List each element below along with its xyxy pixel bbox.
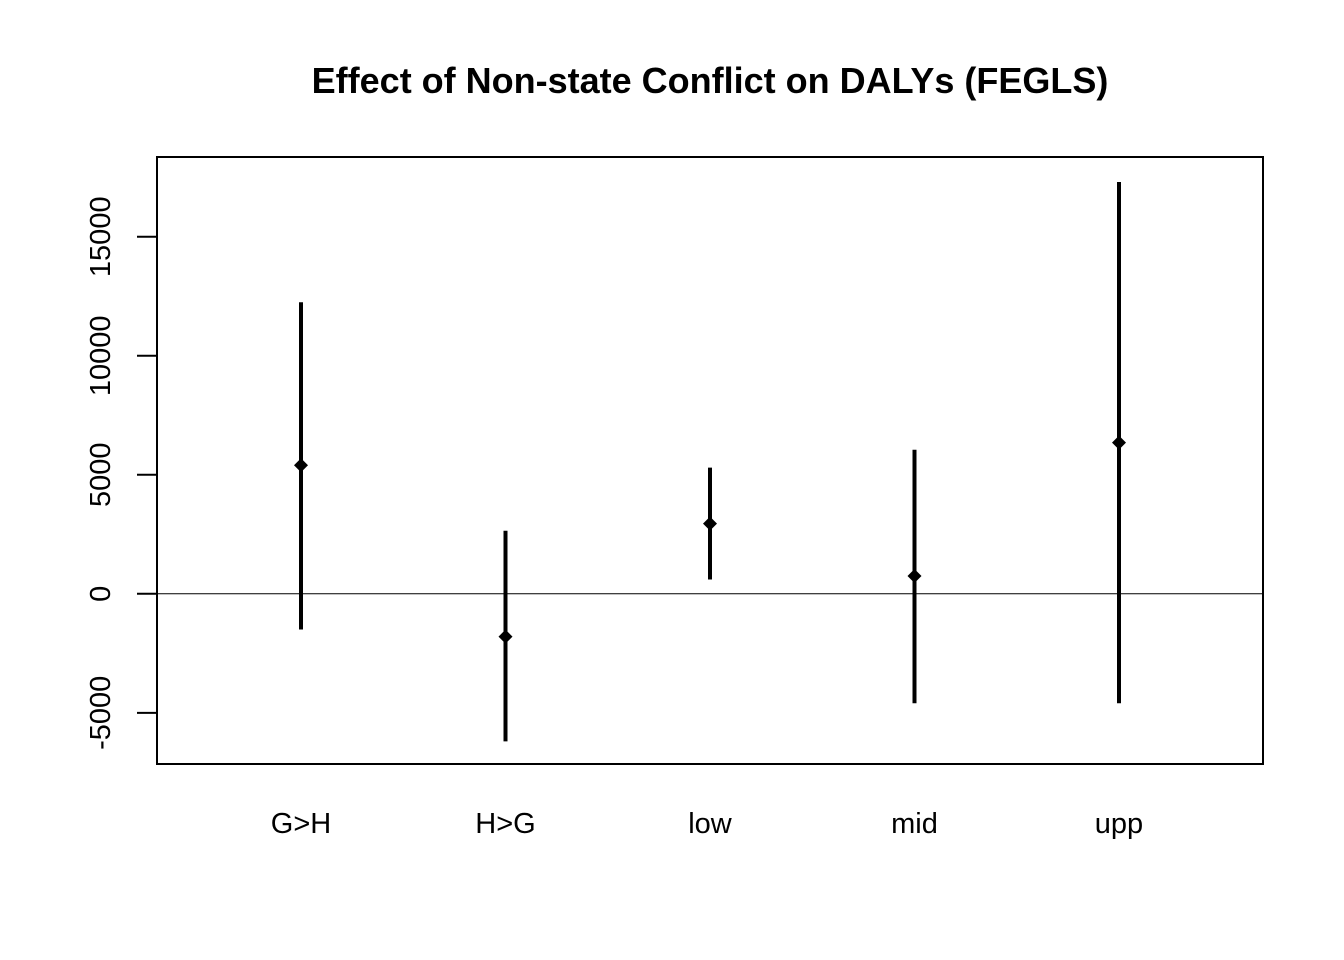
plot-frame — [156, 156, 1264, 765]
x-tick-label: H>G — [475, 808, 535, 840]
point-estimate — [1112, 435, 1126, 450]
y-tick-label: -5000 — [85, 676, 117, 750]
x-tick-label: upp — [1095, 808, 1143, 840]
point-estimate — [294, 458, 308, 473]
point-estimate — [907, 568, 922, 583]
x-axis: G>H H>G low mid upp — [271, 808, 1143, 840]
chart-title: Effect of Non-state Conflict on DALYs (F… — [312, 60, 1109, 101]
y-tick-label: 0 — [85, 586, 117, 602]
x-tick-label: mid — [891, 808, 938, 840]
y-tick-label: 10000 — [85, 315, 117, 396]
y-axis: -5000 0 5000 10000 15000 — [85, 196, 158, 750]
point-estimate — [498, 629, 513, 644]
x-tick-label: low — [688, 808, 733, 840]
point-estimate — [703, 516, 717, 531]
x-tick-label: G>H — [271, 808, 331, 840]
y-tick-label: 5000 — [85, 443, 117, 508]
y-tick-label: 15000 — [85, 196, 117, 277]
error-bars — [294, 181, 1126, 742]
